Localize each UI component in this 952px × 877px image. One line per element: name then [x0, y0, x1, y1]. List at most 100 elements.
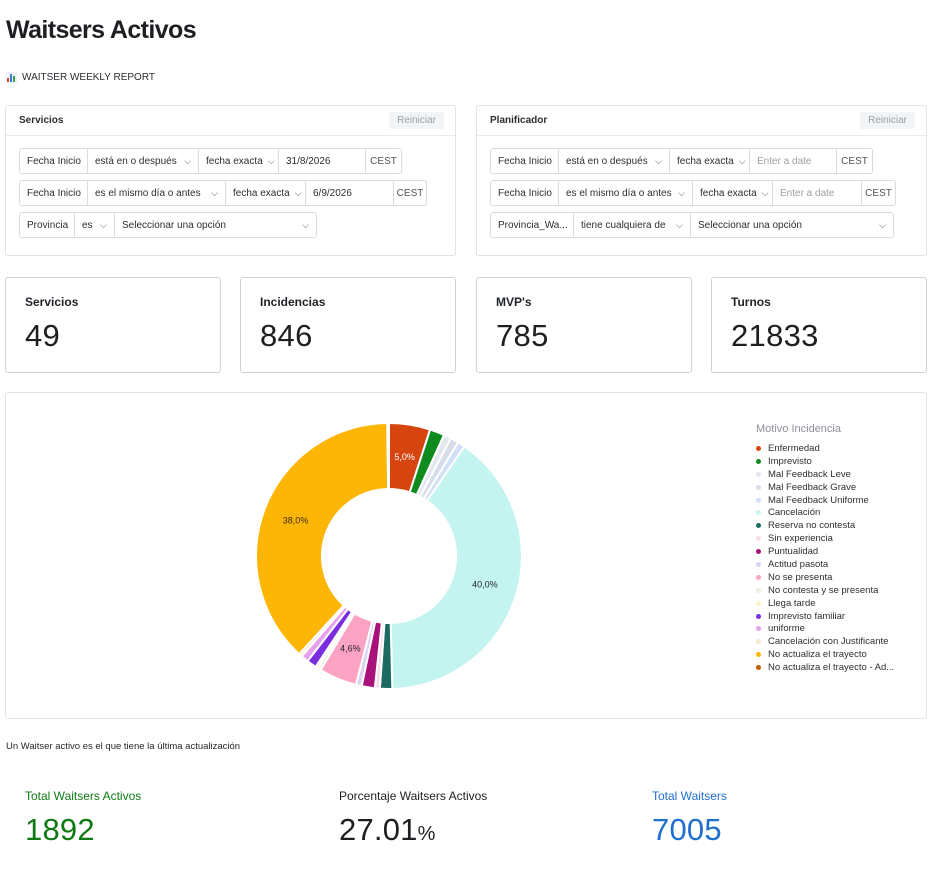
- legend-item[interactable]: Puntualidad: [756, 545, 894, 558]
- porcentaje-waitsers-activos: Porcentaje Waitsers Activos 27.01%: [339, 789, 487, 848]
- legend-swatch: [756, 484, 761, 490]
- legend-label: Enfermedad: [768, 442, 820, 454]
- filter-row-provincia-waitser: Provincia_Wa... tiene cualquiera de ⌵ Sel…: [490, 212, 894, 238]
- timezone-label: CEST: [841, 155, 868, 167]
- legend-label: Actitud pasota: [768, 558, 829, 570]
- legend-item[interactable]: No actualiza el trayecto - Ad...: [756, 661, 894, 674]
- date-mode-select[interactable]: fecha exacta ⌵: [226, 181, 306, 205]
- date-mode-select[interactable]: fecha exacta ⌵: [670, 149, 750, 173]
- chevron-down-icon: ⌵: [100, 219, 107, 230]
- bottom-metric-number: 1892: [25, 812, 95, 847]
- active-waitser-footnote: Un Waitser activo es el que tiene la últ…: [6, 741, 241, 752]
- option-select[interactable]: Seleccionar una opción ⌵: [115, 213, 316, 237]
- legend-item[interactable]: Cancelación: [756, 506, 894, 519]
- timezone-label: CEST: [370, 155, 397, 167]
- filter-field[interactable]: Provincia: [20, 213, 75, 237]
- legend-item[interactable]: Sin experiencia: [756, 532, 894, 545]
- option-placeholder: Seleccionar una opción: [698, 219, 802, 231]
- filter-field[interactable]: Provincia_Wa...: [491, 213, 574, 237]
- legend-item[interactable]: Mal Feedback Leve: [756, 468, 894, 481]
- operator-value: es: [82, 219, 93, 231]
- legend-swatch: [756, 497, 761, 503]
- filter-field[interactable]: Fecha Inicio: [491, 181, 559, 205]
- filter-row-fecha-inicio-hasta: Fecha Inicio es el mismo día o antes ⌵ fe…: [19, 180, 427, 206]
- legend-swatch: [756, 574, 761, 580]
- legend-item[interactable]: Mal Feedback Grave: [756, 481, 894, 494]
- legend-swatch: [756, 561, 761, 567]
- metric-label: Servicios: [25, 295, 79, 309]
- panel-title: Servicios: [19, 115, 64, 126]
- reset-button[interactable]: Reiniciar: [860, 112, 915, 129]
- legend-swatch: [756, 549, 761, 555]
- chevron-down-icon: ⌵: [761, 187, 769, 198]
- legend-label: No actualiza el trayecto - Ad...: [768, 662, 895, 674]
- legend-swatch: [756, 665, 761, 671]
- operator-select[interactable]: tiene cualquiera de ⌵: [574, 213, 691, 237]
- filter-field[interactable]: Fecha Inicio: [491, 149, 559, 173]
- date-input[interactable]: 31/8/2026: [279, 149, 366, 173]
- chevron-down-icon: ⌵: [294, 187, 302, 198]
- legend-item[interactable]: Imprevisto: [756, 455, 894, 468]
- metric-card-mvps: MVP's 785: [476, 277, 692, 373]
- legend-label: No se presenta: [768, 571, 833, 583]
- option-select[interactable]: Seleccionar una opción ⌵: [691, 213, 893, 237]
- chevron-down-icon: ⌵: [184, 155, 191, 166]
- panel-title: Planificador: [490, 115, 548, 126]
- date-mode-select[interactable]: fecha exacta ⌵: [199, 149, 279, 173]
- date-input[interactable]: 6/9/2026: [306, 181, 394, 205]
- legend-swatch: [756, 471, 761, 477]
- legend-item[interactable]: No actualiza el trayecto: [756, 648, 894, 661]
- bottom-metric-value: 1892: [25, 812, 141, 848]
- date-input[interactable]: Enter a date: [773, 181, 862, 205]
- donut-slice[interactable]: [255, 421, 390, 656]
- legend-item[interactable]: uniforme: [756, 622, 894, 635]
- legend-label: Puntualidad: [768, 546, 819, 558]
- filter-row-fecha-inicio-hasta: Fecha Inicio es el mismo día o antes ⌵ fe…: [490, 180, 896, 206]
- reset-button[interactable]: Reiniciar: [389, 112, 444, 129]
- operator-select[interactable]: es ⌵: [75, 213, 115, 237]
- operator-value: es el mismo día o antes: [95, 187, 201, 199]
- chart-legend: Motivo Incidencia Enfermedad Imprevisto Ma…: [756, 423, 894, 674]
- legend-item[interactable]: No contesta y se presenta: [756, 584, 894, 597]
- legend-item[interactable]: Llega tarde: [756, 597, 894, 610]
- date-mode-value: fecha exacta: [206, 155, 263, 167]
- legend-item[interactable]: Mal Feedback Uniforme: [756, 494, 894, 507]
- metric-card-incidencias: Incidencias 846: [240, 277, 456, 373]
- date-mode-select[interactable]: fecha exacta ⌵: [693, 181, 773, 205]
- date-mode-value: fecha exacta: [700, 187, 757, 199]
- operator-select[interactable]: es el mismo día o antes ⌵: [88, 181, 226, 205]
- legend-label: Cancelación: [768, 507, 821, 519]
- option-placeholder: Seleccionar una opción: [122, 219, 226, 231]
- operator-select[interactable]: está en o después ⌵: [88, 149, 199, 173]
- operator-select[interactable]: es el mismo día o antes ⌵: [559, 181, 693, 205]
- donut-slice[interactable]: [386, 421, 390, 491]
- legend-item[interactable]: Actitud pasota: [756, 558, 894, 571]
- legend-item[interactable]: Reserva no contesta: [756, 519, 894, 532]
- legend-label: Cancelación con Justificante: [768, 636, 889, 648]
- timezone-label: CEST: [865, 187, 892, 199]
- page-title: Waitsers Activos: [6, 16, 197, 44]
- filter-field[interactable]: Fecha Inicio: [20, 181, 88, 205]
- legend-label: No contesta y se presenta: [768, 584, 879, 596]
- bottom-metric-label: Total Waitsers: [652, 789, 727, 803]
- date-mode-value: fecha exacta: [677, 155, 734, 167]
- legend-label: Mal Feedback Leve: [768, 468, 851, 480]
- legend-swatch: [756, 445, 761, 451]
- bottom-metric-number: 7005: [652, 812, 722, 847]
- metric-value: 846: [260, 318, 313, 353]
- legend-item[interactable]: Cancelación con Justificante: [756, 635, 894, 648]
- chevron-down-icon: ⌵: [879, 219, 886, 230]
- legend-swatch: [756, 652, 761, 658]
- donut-slice[interactable]: [389, 445, 523, 690]
- legend-swatch: [756, 600, 761, 606]
- legend-item[interactable]: Imprevisto familiar: [756, 610, 894, 623]
- legend-label: Llega tarde: [768, 597, 816, 609]
- date-mode-value: fecha exacta: [233, 187, 290, 199]
- chevron-down-icon: ⌵: [302, 219, 309, 230]
- legend-item[interactable]: No se presenta: [756, 571, 894, 584]
- date-input[interactable]: Enter a date: [750, 149, 837, 173]
- slice-data-label: 5,0%: [394, 452, 415, 462]
- filter-field[interactable]: Fecha Inicio: [20, 149, 88, 173]
- operator-select[interactable]: está en o después ⌵: [559, 149, 670, 173]
- legend-item[interactable]: Enfermedad: [756, 442, 894, 455]
